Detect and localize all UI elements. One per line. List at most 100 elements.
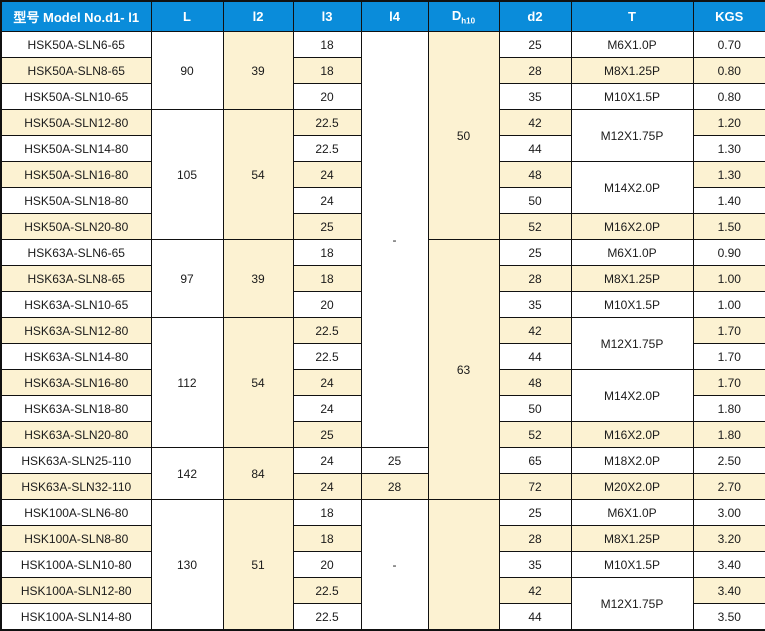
- table-row: HSK63A-SLN8-65 18 28 M8X1.25P 1.00: [0, 265, 765, 292]
- cell-T: M10X1.5P: [570, 291, 694, 318]
- cell-L: 112: [150, 317, 224, 448]
- column-header-model: 型号 Model No.d1- l1: [0, 0, 152, 32]
- cell-KGS: 0.70: [692, 31, 765, 58]
- cell-d2: 25: [498, 31, 572, 58]
- cell-KGS: 1.40: [692, 187, 765, 214]
- cell-d2: 35: [498, 291, 572, 318]
- cell-l2: 54: [222, 109, 294, 240]
- cell-d2: 28: [498, 265, 572, 292]
- cell-d2: 52: [498, 421, 572, 448]
- cell-model: HSK63A-SLN12-80: [0, 317, 152, 344]
- cell-KGS: 1.70: [692, 343, 765, 370]
- cell-model: HSK50A-SLN16-80: [0, 161, 152, 188]
- cell-d2: 72: [498, 473, 572, 500]
- cell-l4: -: [360, 499, 429, 631]
- column-header-KGS: KGS: [692, 0, 765, 32]
- cell-l3: 24: [292, 473, 362, 500]
- cell-T: M18X2.0P: [570, 447, 694, 474]
- cell-d2: 28: [498, 57, 572, 84]
- table-row: HSK50A-SLN8-65 18 28 M8X1.25P 0.80: [0, 57, 765, 84]
- cell-l3: 25: [292, 421, 362, 448]
- cell-l3: 18: [292, 57, 362, 84]
- cell-KGS: 1.30: [692, 135, 765, 162]
- cell-T: M10X1.5P: [570, 551, 694, 578]
- table-row: HSK50A-SLN16-80 24 48 M14X2.0P 1.30: [0, 161, 765, 214]
- table-row: HSK63A-SLN32-110 24 28 72 M20X2.0P 2.70: [0, 473, 765, 500]
- column-header-l3: l3: [292, 0, 362, 32]
- cell-l3: 20: [292, 291, 362, 318]
- cell-d2: 35: [498, 83, 572, 110]
- table-row: HSK63A-SLN25-110 142 84 24 25 65 M18X2.0P 2.50: [0, 447, 765, 500]
- cell-KGS: 3.50: [692, 603, 765, 631]
- cell-L: 90: [150, 31, 224, 110]
- cell-d2: 50: [498, 187, 572, 214]
- cell-KGS: 1.20: [692, 109, 765, 136]
- cell-l2: 39: [222, 31, 294, 110]
- table-row: HSK63A-SLN18-80 24 50 1.80: [0, 395, 765, 422]
- cell-model: HSK100A-SLN8-80: [0, 525, 152, 552]
- cell-l3: 24: [292, 369, 362, 396]
- table-row: HSK100A-SLN10-80 20 35 M10X1.5P 3.40: [0, 551, 765, 578]
- cell-l3: 20: [292, 83, 362, 110]
- cell-model: HSK63A-SLN32-110: [0, 473, 152, 500]
- cell-l4: -: [360, 31, 429, 448]
- cell-KGS: 0.80: [692, 57, 765, 84]
- cell-T: M12X1.75P: [570, 109, 694, 162]
- cell-T: M6X1.0P: [570, 239, 694, 266]
- column-header-D: Dh10: [427, 0, 500, 32]
- column-header-T: T: [570, 0, 694, 32]
- cell-model: HSK100A-SLN6-80: [0, 499, 152, 526]
- cell-D: [427, 499, 500, 631]
- cell-d2: 42: [498, 317, 572, 344]
- cell-model: HSK50A-SLN8-65: [0, 57, 152, 84]
- cell-d2: 44: [498, 135, 572, 162]
- cell-d2: 25: [498, 239, 572, 266]
- table-row: HSK50A-SLN18-80 24 50 1.40: [0, 187, 765, 214]
- cell-l3: 22.5: [292, 343, 362, 370]
- table-row: HSK63A-SLN14-80 22.5 44 1.70: [0, 343, 765, 370]
- cell-T: M14X2.0P: [570, 369, 694, 422]
- table-row: HSK100A-SLN12-80 22.5 42 M12X1.75P 3.40: [0, 577, 765, 631]
- cell-T: M8X1.25P: [570, 525, 694, 552]
- cell-model: HSK63A-SLN8-65: [0, 265, 152, 292]
- table-row: HSK100A-SLN14-80 22.5 44 3.50: [0, 603, 765, 631]
- cell-l2: 84: [222, 447, 294, 500]
- cell-KGS: 3.40: [692, 577, 765, 604]
- table-row: HSK50A-SLN6-65 90 39 18-50 25 M6X1.0P 0.70: [0, 31, 765, 448]
- cell-model: HSK63A-SLN10-65: [0, 291, 152, 318]
- cell-T: M20X2.0P: [570, 473, 694, 500]
- cell-model: HSK63A-SLN16-80: [0, 369, 152, 396]
- cell-l2: 51: [222, 499, 294, 631]
- cell-D: 50: [427, 31, 500, 240]
- cell-l2: 39: [222, 239, 294, 318]
- cell-d2: 48: [498, 161, 572, 188]
- table-row: HSK63A-SLN10-65 20 35 M10X1.5P 1.00: [0, 291, 765, 318]
- cell-D: 63: [427, 239, 500, 500]
- cell-l3: 22.5: [292, 135, 362, 162]
- cell-model: HSK63A-SLN18-80: [0, 395, 152, 422]
- cell-KGS: 1.70: [692, 369, 765, 396]
- cell-KGS: 1.80: [692, 395, 765, 422]
- cell-l3: 24: [292, 395, 362, 422]
- cell-l3: 22.5: [292, 577, 362, 604]
- column-header-d2: d2: [498, 0, 572, 32]
- cell-model: HSK50A-SLN10-65: [0, 83, 152, 110]
- cell-d2: 44: [498, 343, 572, 370]
- cell-d2: 44: [498, 603, 572, 631]
- cell-KGS: 1.50: [692, 213, 765, 240]
- cell-L: 105: [150, 109, 224, 240]
- cell-KGS: 2.70: [692, 473, 765, 500]
- cell-l4: 28: [360, 473, 429, 500]
- column-header-l2: l2: [222, 0, 294, 32]
- cell-model: HSK50A-SLN6-65: [0, 31, 152, 58]
- cell-l3: 18: [292, 31, 362, 58]
- cell-model: HSK50A-SLN20-80: [0, 213, 152, 240]
- cell-KGS: 1.00: [692, 291, 765, 318]
- cell-T: M10X1.5P: [570, 83, 694, 110]
- cell-model: HSK100A-SLN14-80: [0, 603, 152, 631]
- cell-KGS: 1.00: [692, 265, 765, 292]
- cell-T: M16X2.0P: [570, 213, 694, 240]
- cell-l3: 24: [292, 161, 362, 188]
